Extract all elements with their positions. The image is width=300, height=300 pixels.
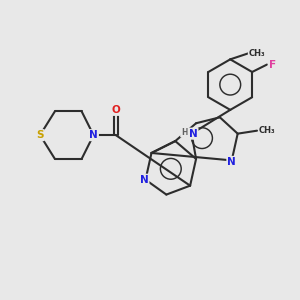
Text: N: N (227, 157, 236, 167)
Text: N: N (189, 129, 197, 139)
Text: CH₃: CH₃ (249, 49, 265, 58)
Text: F: F (269, 59, 276, 70)
Text: S: S (36, 130, 44, 140)
Text: CH₃: CH₃ (259, 126, 276, 135)
Text: H: H (181, 128, 188, 137)
Text: N: N (140, 175, 148, 185)
Text: N: N (89, 130, 98, 140)
Text: O: O (111, 105, 120, 115)
